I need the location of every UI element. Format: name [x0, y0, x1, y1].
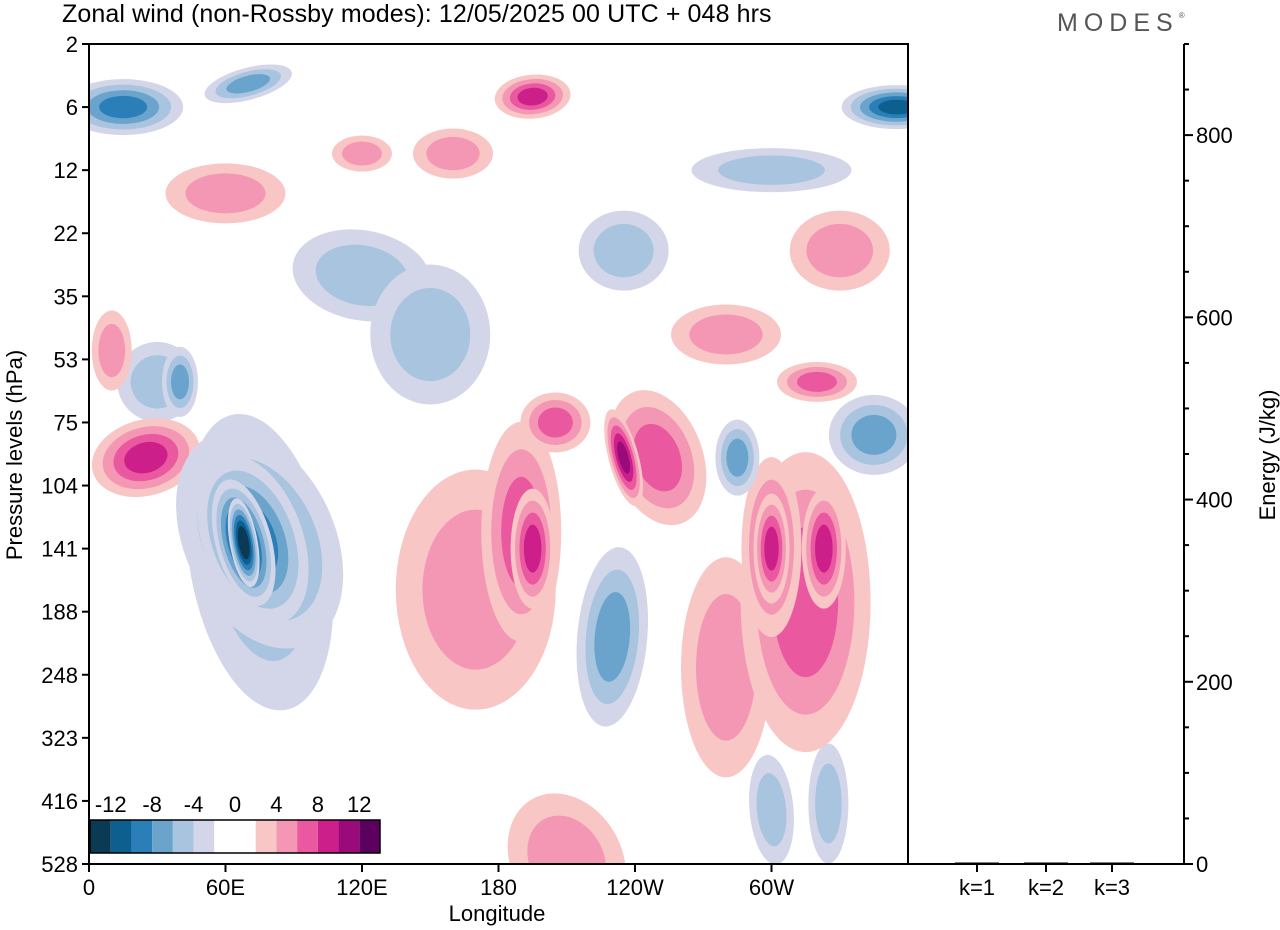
- contour-blob: [185, 173, 266, 214]
- contour-blob: [633, 423, 683, 492]
- contour-blob: [726, 438, 749, 477]
- energy-tick-label: 200: [1196, 670, 1233, 695]
- energy-axis-label: Energy (J/kg): [1255, 390, 1280, 521]
- y-axis-label: Pressure levels (hPa): [2, 350, 27, 560]
- contour-blob: [226, 74, 271, 94]
- energy-background: [908, 44, 1184, 864]
- contour-blob: [98, 323, 126, 378]
- energy-tick-label: 400: [1196, 488, 1233, 513]
- colorbar-label: 8: [312, 792, 324, 817]
- colorbar-frame: [89, 819, 381, 854]
- energy-tick-label: 0: [1196, 852, 1208, 877]
- contour-blob: [718, 155, 825, 185]
- contour-blob: [124, 441, 168, 474]
- chart-title: Zonal wind (non-Rossby modes): 12/05/202…: [62, 0, 772, 28]
- x-tick-label: 120E: [336, 875, 387, 900]
- y-tick-label: 53: [54, 347, 78, 372]
- y-tick-label: 248: [41, 663, 78, 688]
- contour-blob: [426, 136, 480, 171]
- contour-blob: [764, 526, 779, 571]
- x-tick-label: 60W: [749, 875, 794, 900]
- y-tick-label: 416: [41, 789, 78, 814]
- contour-blob: [797, 371, 837, 392]
- contour-blob: [523, 524, 542, 573]
- energy-panel: 0 200 400 600 800 k=1 k=2 k=3 Energy (J/kg): [907, 43, 1280, 900]
- colorbar: -12 -8 -4 0 4 8 12: [89, 792, 381, 854]
- y-tick-label: 75: [54, 410, 78, 435]
- contour-blob: [696, 593, 756, 741]
- colorbar-swatch: [276, 820, 298, 853]
- contour-blob: [851, 414, 897, 455]
- contour-blob: [617, 441, 631, 474]
- y-axis: 2 6 12 22 35 53 75 104 141 188 248 323 416 528: [41, 32, 89, 877]
- colorbar-swatch: [152, 820, 173, 853]
- colorbar-label: 0: [229, 792, 241, 817]
- contour-blob: [171, 364, 189, 400]
- y-tick-label: 528: [41, 852, 78, 877]
- contour-blob: [342, 141, 382, 166]
- colorbar-label: 4: [270, 792, 282, 817]
- colorbar-swatch: [235, 820, 256, 853]
- energy-tick-label: 800: [1196, 123, 1233, 148]
- contour-blob: [878, 99, 908, 115]
- contour-blob: [815, 763, 842, 844]
- y-tick-label: 22: [54, 221, 78, 246]
- colorbar-swatch: [255, 820, 277, 853]
- contour-blob: [517, 87, 548, 106]
- y-tick-label: 2: [66, 32, 78, 57]
- x-tick-label: 60E: [206, 875, 245, 900]
- heatmap-plot: [88, 43, 909, 865]
- colorbar-swatch: [90, 820, 111, 853]
- colorbar-label: -12: [95, 792, 127, 817]
- colorbar-label: -4: [184, 792, 204, 817]
- contour-blob: [390, 287, 471, 382]
- colorbar-label: -8: [142, 792, 162, 817]
- colorbar-swatch: [110, 820, 132, 853]
- contour-blob: [689, 314, 763, 355]
- colorbar-swatch: [359, 820, 380, 853]
- brand-text: MODES: [1057, 9, 1179, 37]
- contour-blob: [815, 524, 833, 573]
- y-tick-label: 104: [41, 474, 78, 499]
- colorbar-swatch: [297, 820, 318, 853]
- colorbar-label: 12: [347, 792, 371, 817]
- x-tick-label: 0: [83, 875, 95, 900]
- x-axis: 0 60E 120E 180 120W 60W: [83, 864, 794, 900]
- contour-blob: [527, 815, 607, 864]
- y-tick-label: 141: [41, 537, 78, 562]
- x-tick-label: 120W: [606, 875, 664, 900]
- x-tick-label: 180: [480, 875, 517, 900]
- contour-blob: [806, 223, 874, 278]
- contour-blob: [537, 407, 573, 438]
- contour-blob: [593, 223, 654, 278]
- colorbar-swatch: [338, 820, 360, 853]
- contour-blob: [239, 531, 249, 554]
- contour-blob: [756, 773, 787, 847]
- brand-logo: MODES®: [1057, 9, 1185, 38]
- energy-x-axis: k=1 k=2 k=3: [959, 864, 1130, 900]
- colorbar-swatch: [193, 820, 215, 853]
- colorbar-swatch: [214, 820, 235, 853]
- colorbar-swatch: [131, 820, 153, 853]
- energy-cat-label: k=3: [1094, 875, 1130, 900]
- colorbar-swatch: [317, 820, 339, 853]
- y-tick-label: 323: [41, 726, 78, 751]
- brand-mark: ®: [1178, 11, 1185, 20]
- y-tick-label: 35: [54, 284, 78, 309]
- y-tick-label: 6: [66, 95, 78, 120]
- y-tick-label: 12: [54, 158, 78, 183]
- contour-blob: [99, 95, 148, 119]
- y-tick-label: 188: [41, 600, 78, 625]
- energy-cat-label: k=1: [959, 875, 995, 900]
- energy-tick-label: 600: [1196, 305, 1233, 330]
- energy-y-axis: 0 200 400 600 800: [1184, 43, 1233, 877]
- colorbar-swatch: [172, 820, 194, 853]
- energy-cat-label: k=2: [1028, 875, 1064, 900]
- contour-blob: [594, 592, 631, 682]
- x-axis-label: Longitude: [449, 901, 546, 926]
- contour-field: [89, 64, 908, 864]
